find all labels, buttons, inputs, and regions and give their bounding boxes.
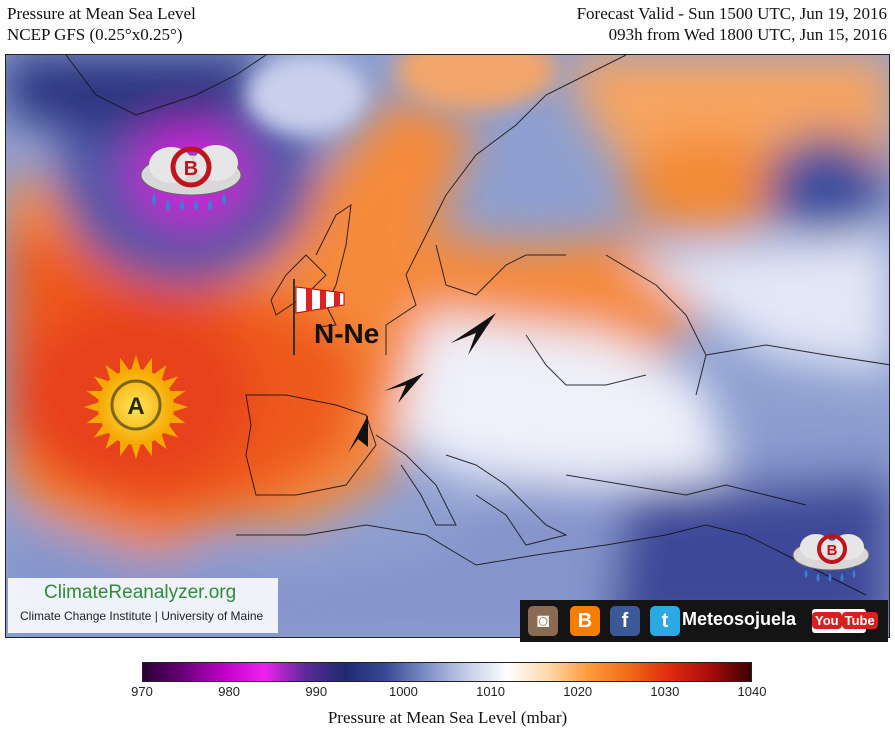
social-bar: ◙ B f t Meteosojuela You Tube xyxy=(520,600,888,642)
youtube-tube: Tube xyxy=(841,612,878,629)
colorbar-tick: 1010 xyxy=(476,684,506,699)
sun-ray xyxy=(119,441,129,457)
sun-ray xyxy=(131,444,141,459)
wind-direction-label: N-Ne xyxy=(314,318,379,349)
windsock-icon xyxy=(293,279,345,355)
sun-ray xyxy=(105,434,118,450)
sun-icon xyxy=(84,355,188,459)
sun-ray xyxy=(170,414,186,424)
colorbar-tick: 970 xyxy=(131,684,153,699)
blogger-icon[interactable]: B xyxy=(570,606,600,636)
low-symbol-mediterranean: B xyxy=(827,542,838,559)
forecast-valid-time: Forecast Valid - Sun 1500 UTC, Jun 19, 2… xyxy=(576,4,887,23)
sun-ray xyxy=(154,434,167,450)
sun-ray xyxy=(154,364,167,380)
sun-ray xyxy=(105,364,118,380)
logo-sub-text: Climate Change Institute | University of… xyxy=(20,609,264,623)
instagram-icon[interactable]: ◙ xyxy=(528,606,558,636)
sun-ray xyxy=(119,357,129,373)
sun-ray xyxy=(93,376,109,389)
storm-cloud-icon xyxy=(140,145,242,211)
sun-ray xyxy=(84,402,99,412)
sun-ray xyxy=(93,425,109,438)
wind-arrow xyxy=(451,313,496,355)
pressure-map: B A B xyxy=(5,54,890,638)
wind-arrow xyxy=(348,415,368,453)
model-name: NCEP GFS (0.25°x0.25°) xyxy=(7,25,183,44)
forecast-init-time: 093h from Wed 1800 UTC, Jun 15, 2016 xyxy=(608,25,887,44)
storm-cloud-icon xyxy=(792,534,870,582)
colorbar-label: Pressure at Mean Sea Level (mbar) xyxy=(327,708,568,727)
sun-ray xyxy=(173,402,188,412)
youtube-you: You xyxy=(812,612,842,629)
colorbar-tick: 980 xyxy=(218,684,240,699)
sun-ray xyxy=(143,357,153,373)
colorbar-tick: 1040 xyxy=(737,684,767,699)
sun-ray xyxy=(143,441,153,457)
colorbar xyxy=(142,662,752,682)
facebook-icon[interactable]: f xyxy=(610,606,640,636)
wind-arrow xyxy=(384,373,424,403)
colorbar-tick: 1000 xyxy=(388,684,418,699)
high-symbol-azores: A xyxy=(127,393,144,420)
sun-ray xyxy=(86,414,102,424)
sun-ray xyxy=(163,376,179,389)
twitter-icon[interactable]: t xyxy=(650,606,680,636)
brand-name: Meteosojuela xyxy=(682,609,797,629)
low-symbol-greenland: B xyxy=(184,158,198,180)
logo-main-text: ClimateReanalyzer.org xyxy=(44,582,237,603)
sun-ray xyxy=(86,390,102,400)
colorbar-tick: 1030 xyxy=(650,684,680,699)
colorbar-tick: 1020 xyxy=(563,684,593,699)
colorbar-tick: 990 xyxy=(305,684,328,699)
colorbar-ticks: 970 980 990 1000 1010 1020 1030 1040 xyxy=(0,684,895,704)
sun-ray xyxy=(131,355,141,370)
pressure-field: B A B xyxy=(6,55,889,637)
map-title: Pressure at Mean Sea Level xyxy=(7,4,196,23)
wind-arrows xyxy=(348,313,496,453)
climate-reanalyzer-logo[interactable]: ClimateReanalyzer.org Climate Change Ins… xyxy=(8,578,278,633)
sun-ray xyxy=(170,390,186,400)
youtube-icon[interactable]: You Tube xyxy=(812,609,878,633)
sun-ray xyxy=(163,425,179,438)
